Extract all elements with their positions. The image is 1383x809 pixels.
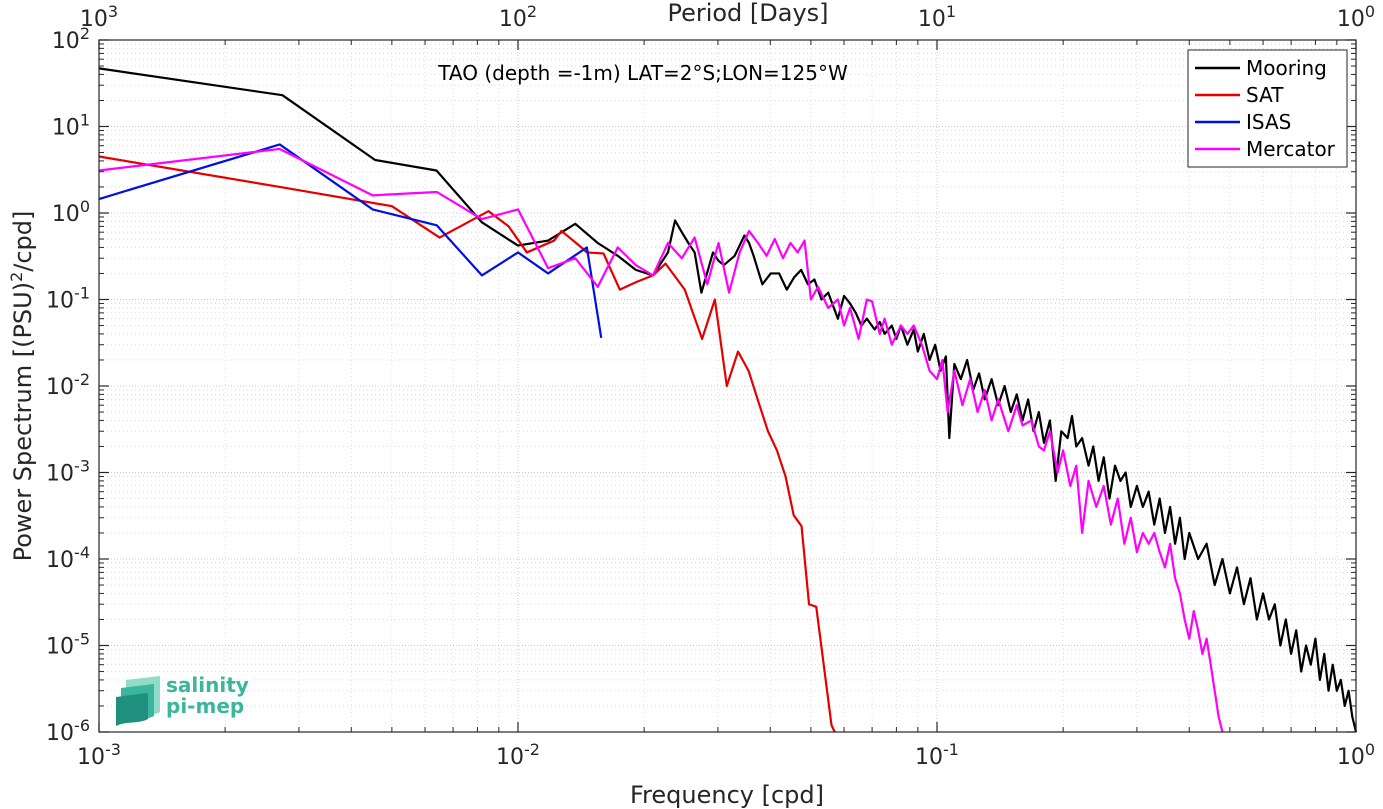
x-tick-label: 10-1 [915,740,959,771]
x-tick-label-exp: -2 [524,740,540,759]
series-line-mooring [98,67,1358,733]
y-tick-label-base: 10 [46,289,74,314]
x-tick-label-base: 10 [915,745,943,770]
series-line-isas [98,143,603,339]
logo-text-line1: salinity [166,673,249,697]
y-tick-label: 10-1 [46,283,90,314]
y-tick-label-base: 10 [46,548,74,573]
legend-box [1187,49,1348,168]
x-tick-label: 10-3 [77,740,121,771]
y-axis-title-suffix: /cpd] [9,211,37,272]
y-tick-label: 101 [52,110,90,141]
y-axis-title: Power Spectrum [(PSU)2/cpd] [7,211,38,562]
y-tick-label-exp: 1 [80,110,90,129]
top-tick-label-base: 10 [1337,7,1365,32]
top-tick-label-base: 10 [499,7,527,32]
top-tick-label: 101 [918,2,956,33]
y-tick-label-exp: 2 [80,24,90,43]
top-tick-label: 103 [80,2,118,33]
y-tick-label-base: 10 [46,462,74,487]
tick-labels: 10-3 10-2 10-1 10010-610-510-410-310-210-11… [46,2,1375,771]
x-tick-label: 10-2 [496,740,540,771]
y-tick-label-base: 10 [52,116,80,141]
top-tick-label: 102 [499,2,537,33]
y-tick-label-base: 10 [46,375,74,400]
x-tick-label-exp: -1 [943,740,959,759]
y-tick-label-base: 10 [52,202,80,227]
x-tick-label-exp: 0 [1365,740,1375,759]
ticks-layer [98,39,1357,733]
minor-grid [99,40,1356,732]
x-tick-label-base: 10 [1337,745,1365,770]
y-tick-label: 102 [52,24,90,55]
top-tick-label: 100 [1337,2,1375,33]
y-axis-title-sup: 2 [7,272,26,282]
chart-annotation: TAO (depth =-1m) LAT=2°S;LON=125°W [437,61,848,85]
y-tick-label-exp: -5 [74,629,90,648]
series-layer [98,67,1358,733]
x-tick-label: 100 [1337,740,1375,771]
x-tick-label-exp: -3 [105,740,121,759]
legend-label-mercator: Mercator [1246,137,1336,161]
salinity-pi-mep-logo: salinity pi-mep [116,673,249,726]
legend: Mooring SAT ISAS Mercator [1187,49,1348,168]
top-tick-label-exp: 3 [108,2,118,21]
top-tick-label-base: 10 [918,7,946,32]
y-tick-label-base: 10 [46,635,74,660]
y-tick-label-exp: -4 [74,543,90,562]
y-tick-label-exp: -1 [74,283,90,302]
y-tick-label-exp: -2 [74,370,90,389]
y-tick-label-exp: -3 [74,456,90,475]
legend-label-mooring: Mooring [1246,56,1327,80]
y-tick-label-exp: -6 [74,716,90,735]
y-tick-label: 10-6 [46,716,90,747]
y-tick-label-base: 10 [46,721,74,746]
y-tick-label: 10-4 [46,543,90,574]
x-tick-label-base: 10 [77,745,105,770]
y-tick-label: 10-5 [46,629,90,660]
y-tick-label: 100 [52,197,90,228]
x-axis-title: Frequency [cpd] [630,781,824,809]
top-tick-label-exp: 0 [1365,2,1375,21]
legend-label-sat: SAT [1246,83,1284,107]
y-tick-label: 10-3 [46,456,90,487]
series-line-mercator [98,147,1224,733]
legend-label-isas: ISAS [1246,110,1291,134]
y-axis-title-prefix: Power Spectrum [(PSU) [9,282,37,561]
x-tick-label-base: 10 [496,745,524,770]
y-tick-label: 10-2 [46,370,90,401]
y-tick-label-exp: 0 [80,197,90,216]
logo-wave-front [116,693,148,726]
top-tick-label-exp: 1 [946,2,956,21]
series-line-sat [98,155,836,733]
top-tick-label-exp: 2 [527,2,537,21]
top-x-axis-title: Period [Days] [667,0,828,27]
y-tick-label-base: 10 [52,29,80,54]
top-tick-label-base: 10 [80,7,108,32]
logo-text-line2: pi-mep [166,694,244,718]
